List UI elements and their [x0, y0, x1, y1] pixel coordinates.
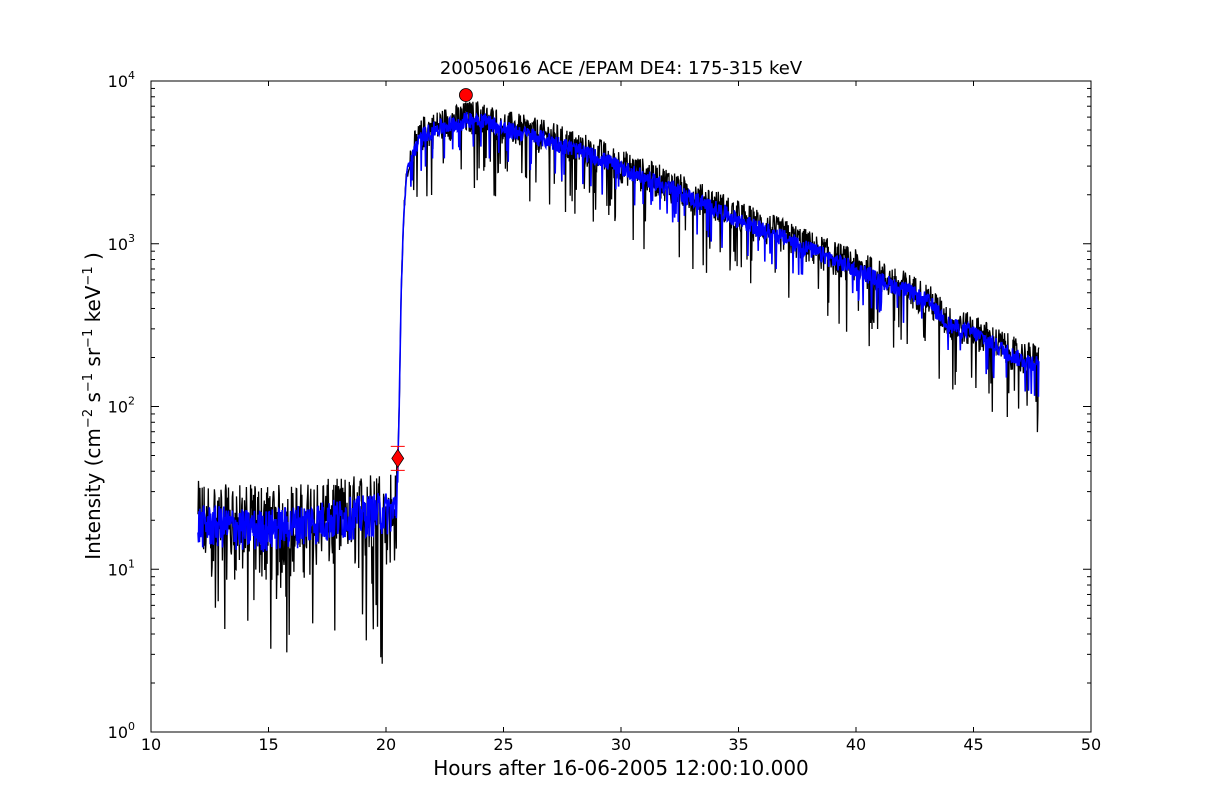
y-tick-label: 104 [108, 69, 135, 91]
onset-marker [391, 448, 405, 469]
chart-title: 20050616 ACE /EPAM DE4: 175-315 keV [440, 58, 803, 79]
y-tick-label: 102 [108, 395, 135, 417]
y-tick-label: 100 [108, 720, 135, 742]
x-tick-label: 50 [1081, 735, 1101, 754]
y-tick-label: 101 [108, 557, 135, 579]
y-tick-label: 103 [108, 232, 135, 254]
x-tick-label: 15 [258, 735, 278, 754]
x-tick-label: 10 [141, 735, 161, 754]
peak-marker [458, 88, 473, 102]
x-axis-label: Hours after 16-06-2005 12:00:10.000 [433, 756, 809, 780]
x-tick-label: 40 [846, 735, 866, 754]
series-layer [197, 101, 1040, 664]
x-axis: 10 15 20 25 30 35 40 45 50 [141, 81, 1101, 754]
y-axis: 100 101 102 103 104 [108, 69, 1091, 742]
x-tick-label: 30 [611, 735, 631, 754]
series-smoothed-line [197, 111, 1040, 553]
marker-layer [390, 88, 473, 471]
plot-background [151, 81, 1091, 732]
plot-area [150, 80, 1092, 733]
x-tick-label: 35 [728, 735, 748, 754]
y-axis-label: Intensity (cm−2 s−1 sr−1 keV−1 ) [81, 252, 105, 560]
x-tick-label: 45 [963, 735, 983, 754]
x-tick-label: 20 [376, 735, 396, 754]
x-tick-label: 25 [493, 735, 513, 754]
